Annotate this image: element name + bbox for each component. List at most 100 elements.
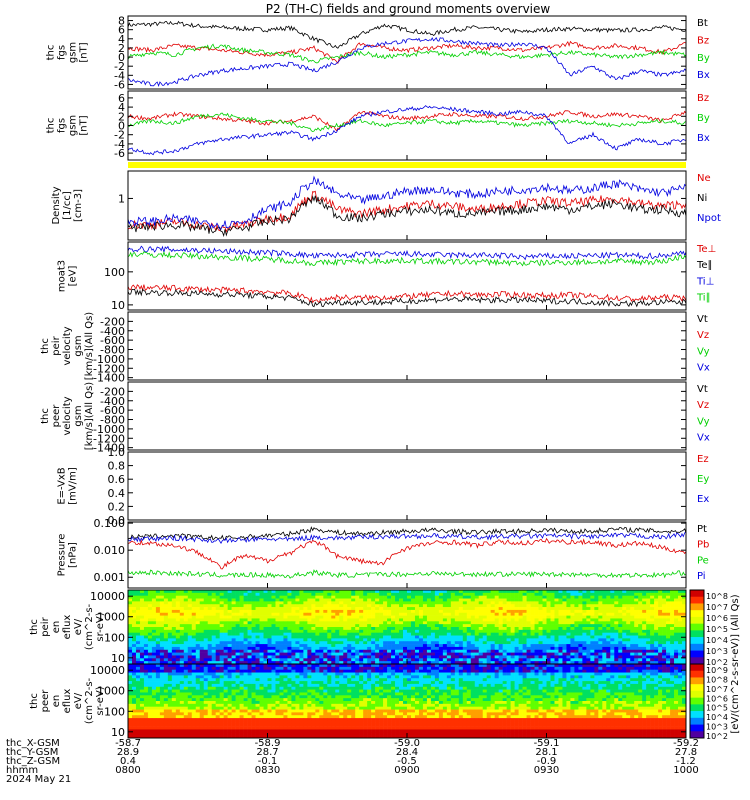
spectrogram-cell (642, 609, 647, 614)
spectrogram-cell (614, 652, 619, 656)
spectrogram-cell (323, 629, 328, 633)
spectrogram-cell (538, 644, 543, 648)
spectrogram-cell (163, 669, 169, 673)
spectrogram-cell (486, 618, 491, 622)
spectrogram-cell (219, 590, 224, 594)
spectrogram-cell (343, 649, 348, 653)
spectrogram-cell (203, 658, 209, 662)
spectrogram-cell (159, 598, 165, 602)
spectrogram-cell (578, 635, 583, 639)
spectrogram-cell (550, 661, 555, 665)
spectrogram-cell (307, 646, 312, 651)
panel-frame (127, 381, 687, 451)
spectrogram-cell (135, 627, 141, 631)
spectrogram-cell (355, 681, 360, 685)
spectrogram-cell (638, 632, 643, 636)
spectrogram-cell (674, 592, 679, 596)
spectrogram-cell (327, 666, 332, 670)
spectrogram-cell (510, 669, 515, 673)
y-axis-label: Density [1/cc] [cm-3] (51, 186, 84, 224)
spectrogram-cell (594, 627, 599, 631)
spectrogram-cell (343, 675, 348, 679)
spectrogram-cell (478, 592, 484, 596)
spectrogram-cell (171, 638, 177, 642)
y-axis-label-line: thc (46, 118, 57, 134)
spectrogram-cell (295, 661, 300, 665)
spectrogram-cell (430, 621, 436, 625)
spectrogram-cell (183, 666, 189, 670)
spectrogram-cell (267, 618, 272, 622)
spectrogram-cell (534, 681, 539, 685)
spectrogram-cell (574, 590, 579, 594)
spectrogram-cell (518, 661, 523, 665)
spectrogram-cell (470, 629, 476, 633)
spectrogram-cell (518, 604, 523, 608)
spectrogram-cell (426, 607, 432, 611)
spectrogram-cell (666, 604, 671, 608)
spectrogram-cell (207, 649, 212, 653)
spectrogram-cell (171, 641, 177, 645)
spectrogram-cell (399, 609, 404, 614)
spectrogram-cell (171, 681, 177, 685)
spectrogram-cell (319, 661, 324, 665)
spectrogram-cell (674, 595, 679, 599)
spectrogram-cell (155, 595, 161, 599)
spectrogram-cell (426, 618, 432, 622)
spectrogram-cell (614, 618, 619, 622)
y-tick-label: 1.0 (108, 446, 126, 459)
spectrogram-cell (219, 601, 224, 605)
spectrogram-cell (446, 627, 452, 631)
spectrogram-cell (371, 609, 376, 614)
spectrogram-cell (606, 595, 611, 599)
spectrogram-cell (470, 638, 476, 642)
spectrogram-cell (490, 592, 495, 596)
spectrogram-cell (454, 607, 460, 611)
spectrogram-cell (315, 638, 320, 642)
spectrogram-cell (159, 624, 165, 628)
spectrogram-cell (255, 629, 260, 633)
y-axis-label-line: gsm (68, 42, 79, 63)
spectrogram-cell (566, 661, 571, 665)
spectrogram-cell (367, 592, 372, 596)
spectrogram-cell (494, 629, 499, 633)
spectrogram-cell (458, 598, 464, 602)
spectrogram-cell (462, 644, 468, 648)
spectrogram-cell (399, 669, 404, 673)
spectrogram-cell (271, 618, 276, 622)
spectrogram-cell (590, 649, 595, 653)
spectrogram-cell (247, 652, 252, 656)
spectrogram-cell (554, 598, 559, 602)
spectrogram-cell (307, 618, 312, 622)
spectrogram-cell (510, 624, 515, 628)
spectrogram-cell (558, 598, 563, 602)
spectrogram-cell (291, 655, 296, 659)
spectrogram-cell (602, 666, 607, 670)
spectrogram-cell (526, 681, 531, 685)
spectrogram-cell (299, 609, 304, 614)
spectrogram-cell (486, 678, 491, 682)
spectrogram-cell (395, 618, 400, 622)
spectrogram-cell (522, 681, 527, 685)
spectrogram-cell (642, 607, 647, 611)
spectrogram-cell (367, 638, 372, 642)
spectrogram-cell (139, 678, 145, 682)
spectrogram-cell (530, 644, 535, 648)
spectrogram-cell (139, 666, 145, 670)
spectrogram-cell (446, 681, 452, 685)
spectrogram-cell (426, 609, 432, 614)
spectrogram-cell (259, 664, 264, 668)
spectrogram-cell (590, 607, 595, 611)
spectrogram-cell (299, 666, 304, 670)
spectrogram-cell (414, 632, 420, 636)
spectrogram-cell (247, 607, 252, 611)
spectrogram-cell (367, 675, 372, 679)
spectrogram-cell (670, 644, 675, 648)
spectrogram-cell (642, 644, 647, 648)
spectrogram-cell (179, 664, 185, 668)
spectrogram-cell (343, 646, 348, 651)
spectrogram-cell (279, 669, 284, 673)
spectrogram-cell (614, 669, 619, 673)
spectrogram-cell (203, 604, 209, 608)
spectrogram-cell (506, 604, 511, 608)
spectrogram-cell (291, 615, 296, 619)
